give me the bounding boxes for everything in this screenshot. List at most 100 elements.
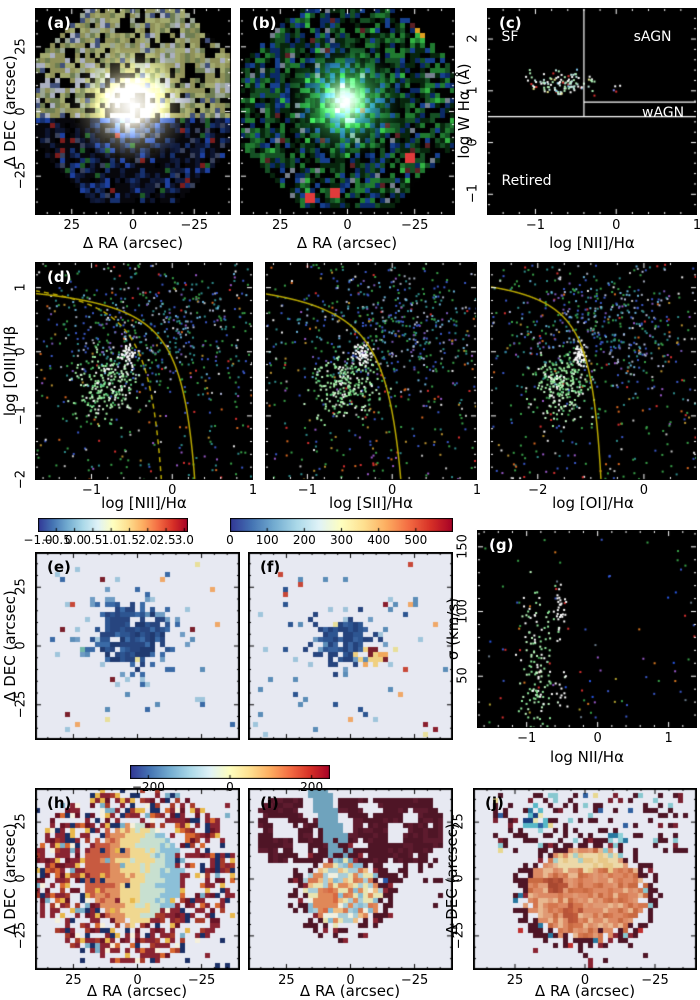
colorbar-ef-right [230,518,453,532]
panel-f-map [248,552,453,740]
panel-letter-d1: (d) [47,268,72,286]
panel-d1-ytick-label: −2 [13,469,29,490]
colorbar-velocity-gradient [130,765,330,779]
panel-c-xtick-label: 1 [692,218,700,233]
panel-g [477,530,697,728]
panel-g-ytick-label: 100 [455,598,471,624]
axis-label-d1-x: log [NII]/Hα [101,494,187,512]
panel-letter-a: (a) [47,14,71,32]
panel-a-xtick-label: −25 [180,218,208,233]
panel-j-xtick-label: 0 [580,973,590,988]
axis-label-a-x: Δ RA (arcsec) [82,234,184,252]
panel-d1-ytick-label: −1 [13,405,29,425]
panel-d2-xtick-label: 0 [388,483,397,498]
panel-h [35,788,240,970]
panel-letter-g: (g) [489,536,514,554]
cb3-tick-label: 200 [300,780,324,794]
panel-a-ytick-label: 0 [13,106,29,116]
panel-letter-e: (e) [47,558,71,576]
panel-letter-h: (h) [47,794,72,812]
panel-b-xtick-label: 0 [343,218,352,233]
panel-b-xtick-label: 25 [272,218,289,233]
cb1-tick-label: 2.5 [156,533,176,547]
panel-g-plot [477,530,697,728]
panel-i-map [248,788,453,970]
panel-g-xtick-label: 0 [593,731,602,746]
axis-label-h-x: Δ RA (arcsec) [86,982,188,1000]
panel-h-map [35,788,240,970]
panel-i-xtick-label: 25 [278,973,295,988]
panel-d2-xtick-label: 1 [472,483,482,498]
axis-label-j-x: Δ RA (arcsec) [534,982,636,1000]
colorbar-velocity [130,765,330,779]
cb1-tick-label: 1.5 [119,533,139,547]
panel-j-xtick-label: 25 [506,973,524,988]
panel-i-xtick-label: 0 [346,973,355,988]
axis-label-g-x: log NII/Hα [550,748,624,766]
panel-h-xtick-label: 0 [133,973,142,988]
cb1-tick-label: −1.0 [23,533,53,547]
panel-b-image [240,8,455,215]
panel-h-xtick-label: 25 [65,973,82,988]
panel-i-xtick-label: −25 [400,973,429,988]
panel-i [248,788,453,970]
panel-d3-xtick-label: −2 [528,483,548,498]
axis-label-c-x: log [NII]/Hα [549,234,635,252]
panel-e-ytick-label: −25 [13,690,29,718]
panel-c-whan-plot [487,8,697,215]
cb2-tick-label: 100 [255,533,279,547]
panel-d2-xtick-label: −1 [297,483,317,498]
panel-h-ytick-label: 25 [13,813,29,830]
panel-d1-xtick-label: 1 [248,483,258,498]
cb3-tick-label: −200 [131,780,165,794]
panel-d-sii [265,262,477,480]
panel-b [240,8,455,215]
colorbar-ef-left [38,518,188,532]
panel-g-ytick-label: 150 [455,533,471,559]
panel-d1-ytick-label: 1 [13,283,29,292]
colorbar-ef-left-gradient [38,518,188,532]
axis-label-d2-x: log [SII]/Hα [329,494,413,512]
panel-j-xtick-label: −25 [641,973,669,988]
cb1-tick-label: −0.5 [41,533,71,547]
panel-g-ytick-label: 50 [455,667,471,685]
axis-label-i-x: Δ RA (arcsec) [299,982,401,1000]
panel-letter-b: (b) [252,14,277,32]
panel-e-ytick-label: 0 [13,641,29,650]
panel-a-ytick-label: −25 [13,161,29,190]
axis-label-b-x: Δ RA (arcsec) [296,234,398,252]
cb1-tick-label: 0.0 [65,533,85,547]
panel-a-ytick-label: 25 [13,38,29,55]
panel-c-ytick-label: 2 [465,34,481,43]
panel-j [473,788,697,970]
cb2-tick-label: 400 [367,533,391,547]
panel-j-ytick-label: 0 [451,874,467,883]
panel-a-xtick-label: 0 [128,218,138,233]
cb1-tick-label: 0.5 [83,533,103,547]
panel-g-xtick-label: 1 [664,731,673,746]
cb3-tick-label: 0 [226,780,234,794]
panel-d1-xtick-label: −1 [81,483,102,498]
panel-c [487,8,697,215]
panel-g-xtick-label: −1 [517,731,537,746]
cb2-tick-label: 0 [226,533,234,547]
panel-d-oi [490,262,697,480]
panel-letter-c: (c) [499,14,522,32]
panel-e-ytick-label: 25 [13,578,29,596]
panel-c-xtick-label: −1 [525,218,546,233]
axis-label-d3-x: log [OI]/Hα [552,494,634,512]
cb2-tick-label: 300 [330,533,353,547]
panel-a [35,8,231,215]
annotation-wagn: wAGN [642,104,685,121]
panel-d1-ytick-label: 0 [13,347,29,356]
cb1-tick-label: 2.0 [138,533,158,547]
panel-h-ytick-label: −25 [13,921,29,950]
cb2-tick-label: 200 [292,533,316,547]
annotation-retired: Retired [501,172,552,189]
panel-h-xtick-label: −25 [187,973,216,988]
panel-h-ytick-label: 0 [13,874,29,883]
annotation-sagn: sAGN [633,29,672,45]
panel-d3-xtick-label: 0 [639,483,649,498]
axis-label-c-y: log W Hα (Å) [455,63,473,159]
cb2-tick-label: 500 [404,533,428,547]
